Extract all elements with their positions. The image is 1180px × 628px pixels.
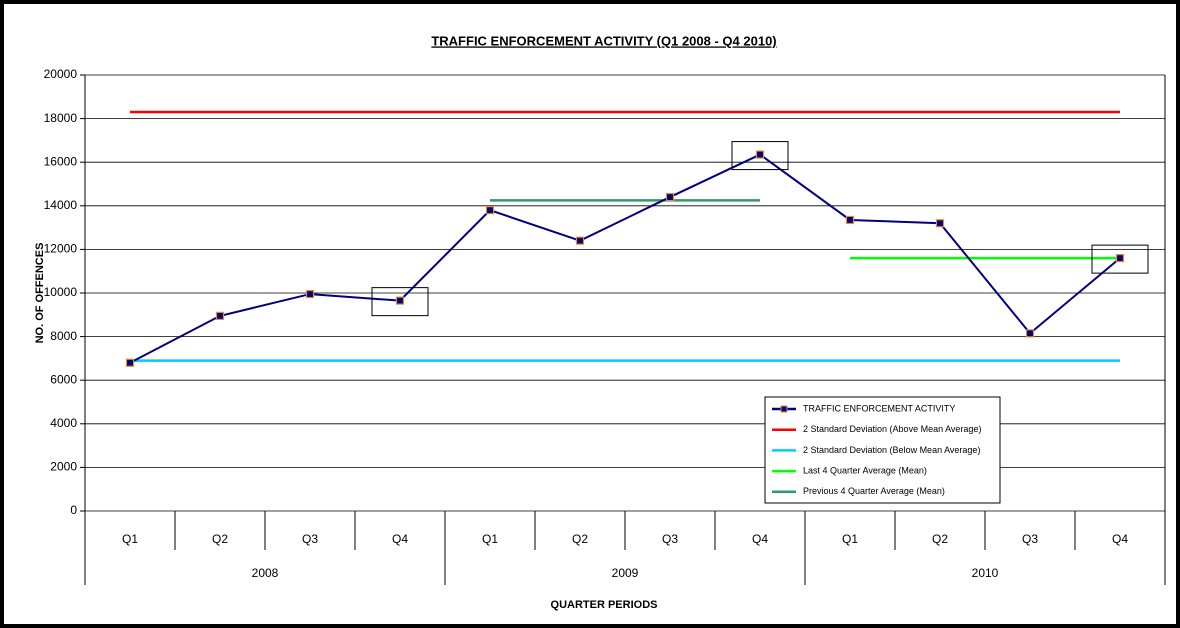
legend-label: 2 Standard Deviation (Below Mean Average… (803, 445, 980, 455)
x-tick-label: Q4 (752, 532, 768, 546)
legend: TRAFFIC ENFORCEMENT ACTIVITY 2 Standard D… (764, 396, 1001, 504)
x-tick-label: Q1 (842, 532, 858, 546)
legend-label: 2 Standard Deviation (Above Mean Average… (803, 424, 981, 434)
legend-box (764, 396, 1001, 504)
y-tick-label: 0 (70, 503, 77, 517)
y-tick-label: 2000 (50, 460, 77, 474)
x-tick-label: Q4 (1112, 532, 1128, 546)
x-group-label: 2009 (612, 566, 639, 580)
y-tick-label: 20000 (44, 67, 78, 81)
point-marker (1025, 329, 1035, 338)
point-marker (755, 150, 765, 159)
x-tick-label: Q2 (212, 532, 228, 546)
point-marker (575, 236, 585, 245)
x-tick-label: Q3 (662, 532, 678, 546)
point-marker (395, 296, 405, 305)
point-marker (485, 206, 495, 215)
y-tick-label: 18000 (44, 111, 78, 125)
x-group-label: 2010 (972, 566, 999, 580)
y-tick-label: 14000 (44, 198, 78, 212)
point-marker (935, 219, 945, 228)
y-axis-title: NO. OF OFFENCES (34, 243, 46, 344)
x-tick-label: Q3 (302, 532, 318, 546)
point-marker (125, 358, 135, 367)
y-tick-label: 8000 (50, 329, 77, 343)
point-marker (845, 215, 855, 225)
y-tick-label: 16000 (44, 154, 78, 168)
legend-label: TRAFFIC ENFORCEMENT ACTIVITY (803, 403, 955, 413)
x-tick-label: Q2 (572, 532, 588, 546)
x-tick-label: Q1 (482, 532, 498, 546)
x-tick-label: Q1 (122, 532, 138, 546)
chart-title: TRAFFIC ENFORCEMENT ACTIVITY (Q1 2008 - … (431, 33, 776, 48)
x-axis-title: QUARTER PERIODS (551, 599, 658, 611)
legend-label: Last 4 Quarter Average (Mean) (803, 465, 927, 475)
series-line (129, 153, 1121, 364)
x-group-label: 2008 (252, 566, 279, 580)
y-tick-label: 12000 (44, 242, 78, 256)
legend-label: Previous 4 Quarter Average (Mean) (803, 486, 945, 496)
y-tick-label: 4000 (50, 416, 77, 430)
point-marker (1115, 254, 1125, 263)
point-marker (665, 192, 675, 202)
x-tick-label: Q3 (1022, 532, 1038, 546)
x-tick-label: Q4 (392, 532, 408, 546)
y-tick-label: 6000 (50, 372, 77, 386)
point-marker (305, 289, 315, 299)
highlight-box (731, 141, 789, 171)
x-tick-label: Q2 (932, 532, 948, 546)
y-tick-label: 10000 (44, 285, 78, 299)
highlight-box (371, 287, 429, 317)
point-marker (215, 311, 225, 320)
highlight-box (1091, 244, 1149, 274)
legend-marker (780, 405, 788, 413)
